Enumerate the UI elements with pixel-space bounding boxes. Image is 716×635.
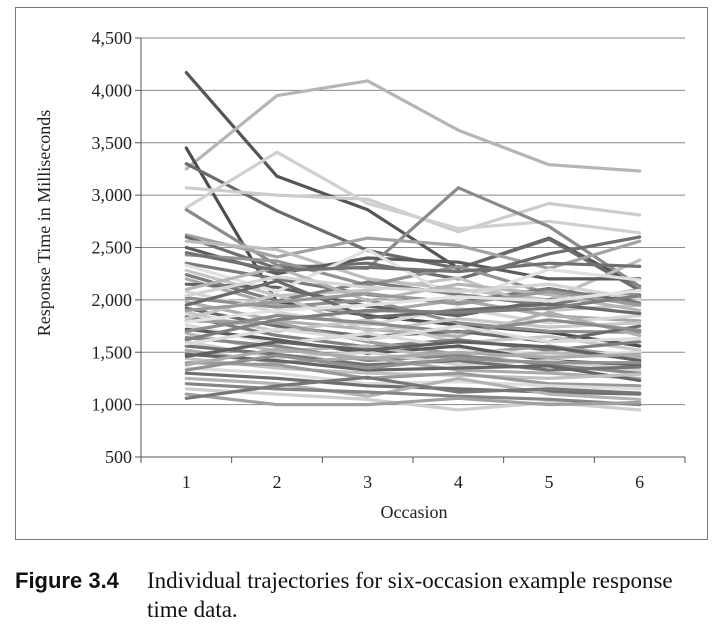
y-tick-label: 500 (105, 447, 132, 467)
x-tick-label: 6 (635, 472, 644, 492)
y-tick-label: 3,500 (92, 133, 133, 153)
series-line-43 (184, 265, 642, 312)
series-line-31 (184, 352, 642, 383)
x-tick-label: 1 (182, 472, 191, 492)
x-tick-labels: 1 2 3 4 5 6 (182, 472, 644, 492)
series-line-49 (184, 347, 642, 367)
series-line-47 (184, 324, 642, 346)
series-line-2 (184, 79, 642, 173)
y-tick-label: 1,000 (92, 395, 133, 415)
figure-label: Figure 3.4 (15, 568, 119, 593)
series-line-6 (184, 150, 642, 235)
series-line-45 (184, 293, 642, 333)
x-tick-label: 3 (363, 472, 372, 492)
figure-caption: Figure 3.4 Individual trajectories for si… (15, 566, 705, 624)
series-line-40 (184, 375, 642, 400)
series-lines (184, 70, 642, 412)
y-tick-label: 2,500 (92, 238, 133, 258)
series-line-51 (184, 251, 642, 274)
series-line-36 (184, 376, 642, 401)
series-line-33 (184, 361, 642, 388)
series-line-53 (184, 289, 642, 312)
series-line-41 (184, 248, 642, 302)
line-chart: 500 1,000 1,500 2,000 2,500 3,000 3,500 4,000 4,… (34, 28, 686, 522)
chart-frame: 500 1,000 1,500 2,000 2,500 3,000 3,500 4,000 4,… (15, 7, 708, 540)
y-tick-label: 3,000 (92, 185, 133, 205)
series-line-7 (184, 186, 642, 288)
x-tick-label: 2 (273, 472, 282, 492)
y-tick-labels: 500 1,000 1,500 2,000 2,500 3,000 3,500 4,000 4,… (92, 28, 133, 467)
series-line-55 (184, 294, 642, 342)
series-line-11 (184, 245, 642, 281)
series-line-52 (184, 275, 642, 301)
series-line-14 (184, 268, 642, 312)
series-line-54 (184, 288, 642, 324)
y-tick-label: 4,000 (92, 80, 133, 100)
series-line-34 (184, 366, 642, 391)
y-tick-label: 4,500 (92, 28, 133, 48)
series-line-50 (184, 353, 642, 372)
y-axis-title: Response Time in Milliseconds (34, 110, 54, 337)
y-tick-label: 2,000 (92, 290, 133, 310)
x-tick-label: 5 (545, 472, 554, 492)
y-tick-label: 1,500 (92, 342, 133, 362)
series-line-26 (184, 331, 642, 362)
series-line-39 (184, 392, 642, 407)
figure-caption-text: Individual trajectories for six-occasion… (147, 568, 673, 622)
x-axis-title: Occasion (381, 502, 448, 522)
x-tick-label: 4 (454, 472, 463, 492)
axes (135, 37, 686, 463)
series-line-48 (184, 340, 642, 363)
series-line-46 (184, 314, 642, 334)
